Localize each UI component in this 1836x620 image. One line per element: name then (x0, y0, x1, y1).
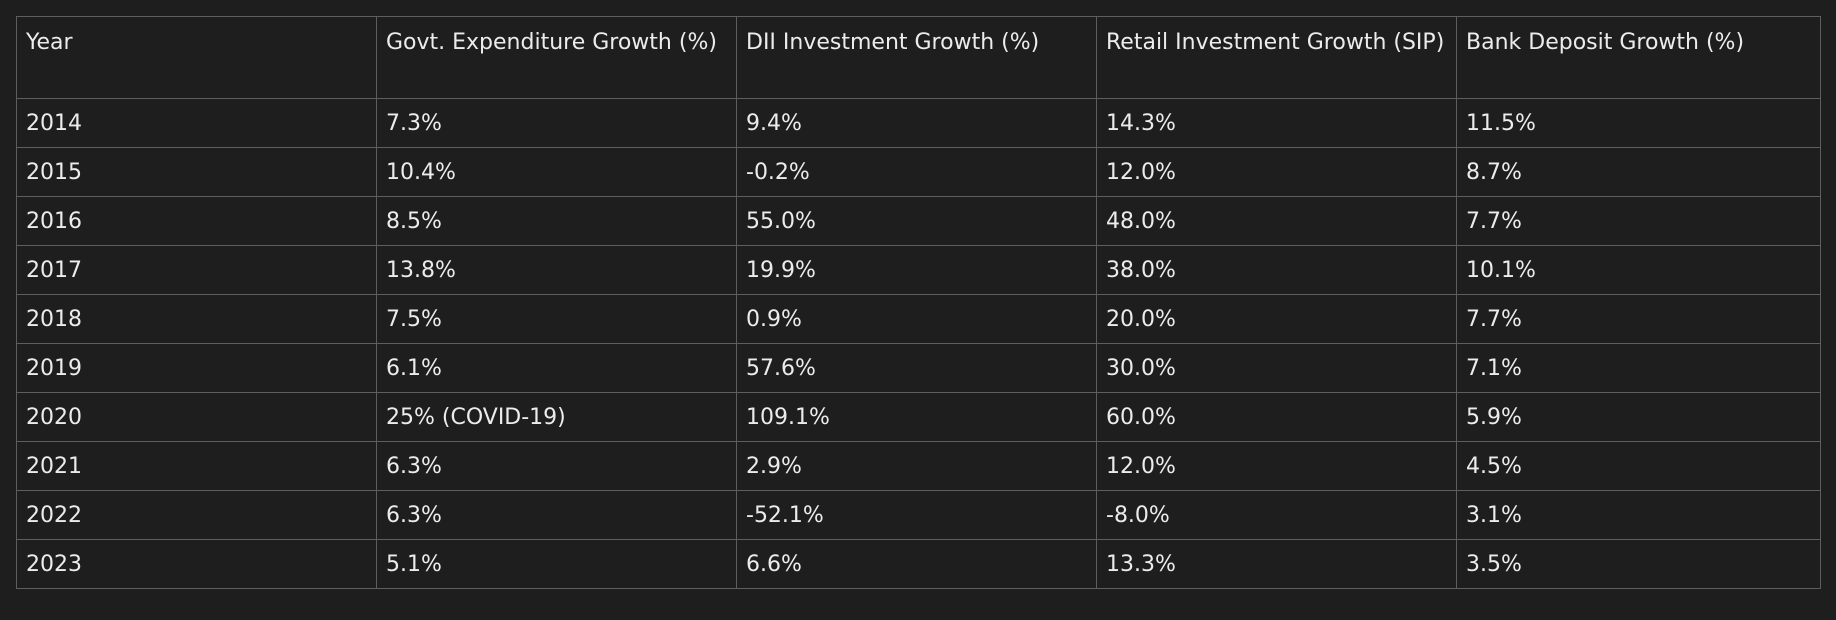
column-header-dii-investment-growth: DII Investment Growth (%) (736, 16, 1097, 99)
table-cell-retail-investment: 60.0% (1096, 392, 1457, 442)
table-cell-year: 2015 (16, 147, 377, 197)
table-cell-year: 2014 (16, 98, 377, 148)
table-row: 2022 6.3% -52.1% -8.0% 3.1% (16, 490, 1821, 540)
table-cell-govt-expenditure: 8.5% (376, 196, 737, 246)
table-cell-bank-deposit: 7.1% (1456, 343, 1821, 393)
table-cell-bank-deposit: 5.9% (1456, 392, 1821, 442)
table-cell-dii-investment: -52.1% (736, 490, 1097, 540)
table-row: 2020 25% (COVID-19) 109.1% 60.0% 5.9% (16, 392, 1821, 442)
header-row: Year Govt. Expenditure Growth (%) DII In… (16, 16, 1821, 99)
table-row: 2019 6.1% 57.6% 30.0% 7.1% (16, 343, 1821, 393)
table-cell-govt-expenditure: 5.1% (376, 539, 737, 589)
table-row: 2017 13.8% 19.9% 38.0% 10.1% (16, 245, 1821, 295)
table-cell-year: 2016 (16, 196, 377, 246)
table-row: 2016 8.5% 55.0% 48.0% 7.7% (16, 196, 1821, 246)
table-cell-govt-expenditure: 6.1% (376, 343, 737, 393)
table-cell-bank-deposit: 8.7% (1456, 147, 1821, 197)
table-cell-year: 2020 (16, 392, 377, 442)
table-cell-dii-investment: 19.9% (736, 245, 1097, 295)
table-cell-govt-expenditure: 25% (COVID-19) (376, 392, 737, 442)
table-header: Year Govt. Expenditure Growth (%) DII In… (16, 16, 1821, 99)
table-cell-dii-investment: 57.6% (736, 343, 1097, 393)
table-cell-retail-investment: -8.0% (1096, 490, 1457, 540)
table-cell-retail-investment: 12.0% (1096, 147, 1457, 197)
table-container: Year Govt. Expenditure Growth (%) DII In… (16, 16, 1821, 589)
table-cell-retail-investment: 12.0% (1096, 441, 1457, 491)
column-header-year: Year (16, 16, 377, 99)
table-body: 2014 7.3% 9.4% 14.3% 11.5% 2015 10.4% -0… (16, 98, 1821, 589)
table-cell-bank-deposit: 10.1% (1456, 245, 1821, 295)
table-cell-dii-investment: -0.2% (736, 147, 1097, 197)
table-cell-dii-investment: 2.9% (736, 441, 1097, 491)
table-cell-year: 2017 (16, 245, 377, 295)
table-cell-govt-expenditure: 10.4% (376, 147, 737, 197)
table-cell-bank-deposit: 3.5% (1456, 539, 1821, 589)
table-cell-govt-expenditure: 6.3% (376, 441, 737, 491)
table-cell-bank-deposit: 3.1% (1456, 490, 1821, 540)
table-cell-retail-investment: 13.3% (1096, 539, 1457, 589)
table-cell-dii-investment: 55.0% (736, 196, 1097, 246)
growth-data-table: Year Govt. Expenditure Growth (%) DII In… (16, 16, 1821, 589)
table-cell-year: 2019 (16, 343, 377, 393)
table-row: 2023 5.1% 6.6% 13.3% 3.5% (16, 539, 1821, 589)
table-cell-govt-expenditure: 7.3% (376, 98, 737, 148)
table-cell-dii-investment: 6.6% (736, 539, 1097, 589)
table-row: 2021 6.3% 2.9% 12.0% 4.5% (16, 441, 1821, 491)
table-cell-year: 2018 (16, 294, 377, 344)
table-cell-retail-investment: 38.0% (1096, 245, 1457, 295)
table-cell-year: 2021 (16, 441, 377, 491)
table-cell-bank-deposit: 11.5% (1456, 98, 1821, 148)
table-cell-govt-expenditure: 6.3% (376, 490, 737, 540)
table-cell-bank-deposit: 4.5% (1456, 441, 1821, 491)
column-header-retail-investment-growth: Retail Investment Growth (SIP) (1096, 16, 1457, 99)
table-cell-bank-deposit: 7.7% (1456, 294, 1821, 344)
table-cell-retail-investment: 48.0% (1096, 196, 1457, 246)
table-cell-year: 2023 (16, 539, 377, 589)
table-cell-govt-expenditure: 13.8% (376, 245, 737, 295)
table-cell-retail-investment: 20.0% (1096, 294, 1457, 344)
table-cell-year: 2022 (16, 490, 377, 540)
table-cell-govt-expenditure: 7.5% (376, 294, 737, 344)
table-row: 2018 7.5% 0.9% 20.0% 7.7% (16, 294, 1821, 344)
table-cell-bank-deposit: 7.7% (1456, 196, 1821, 246)
column-header-govt-expenditure-growth: Govt. Expenditure Growth (%) (376, 16, 737, 99)
table-cell-retail-investment: 30.0% (1096, 343, 1457, 393)
column-header-bank-deposit-growth: Bank Deposit Growth (%) (1456, 16, 1821, 99)
table-cell-dii-investment: 0.9% (736, 294, 1097, 344)
table-cell-dii-investment: 9.4% (736, 98, 1097, 148)
table-cell-dii-investment: 109.1% (736, 392, 1097, 442)
table-cell-retail-investment: 14.3% (1096, 98, 1457, 148)
table-row: 2014 7.3% 9.4% 14.3% 11.5% (16, 98, 1821, 148)
table-row: 2015 10.4% -0.2% 12.0% 8.7% (16, 147, 1821, 197)
